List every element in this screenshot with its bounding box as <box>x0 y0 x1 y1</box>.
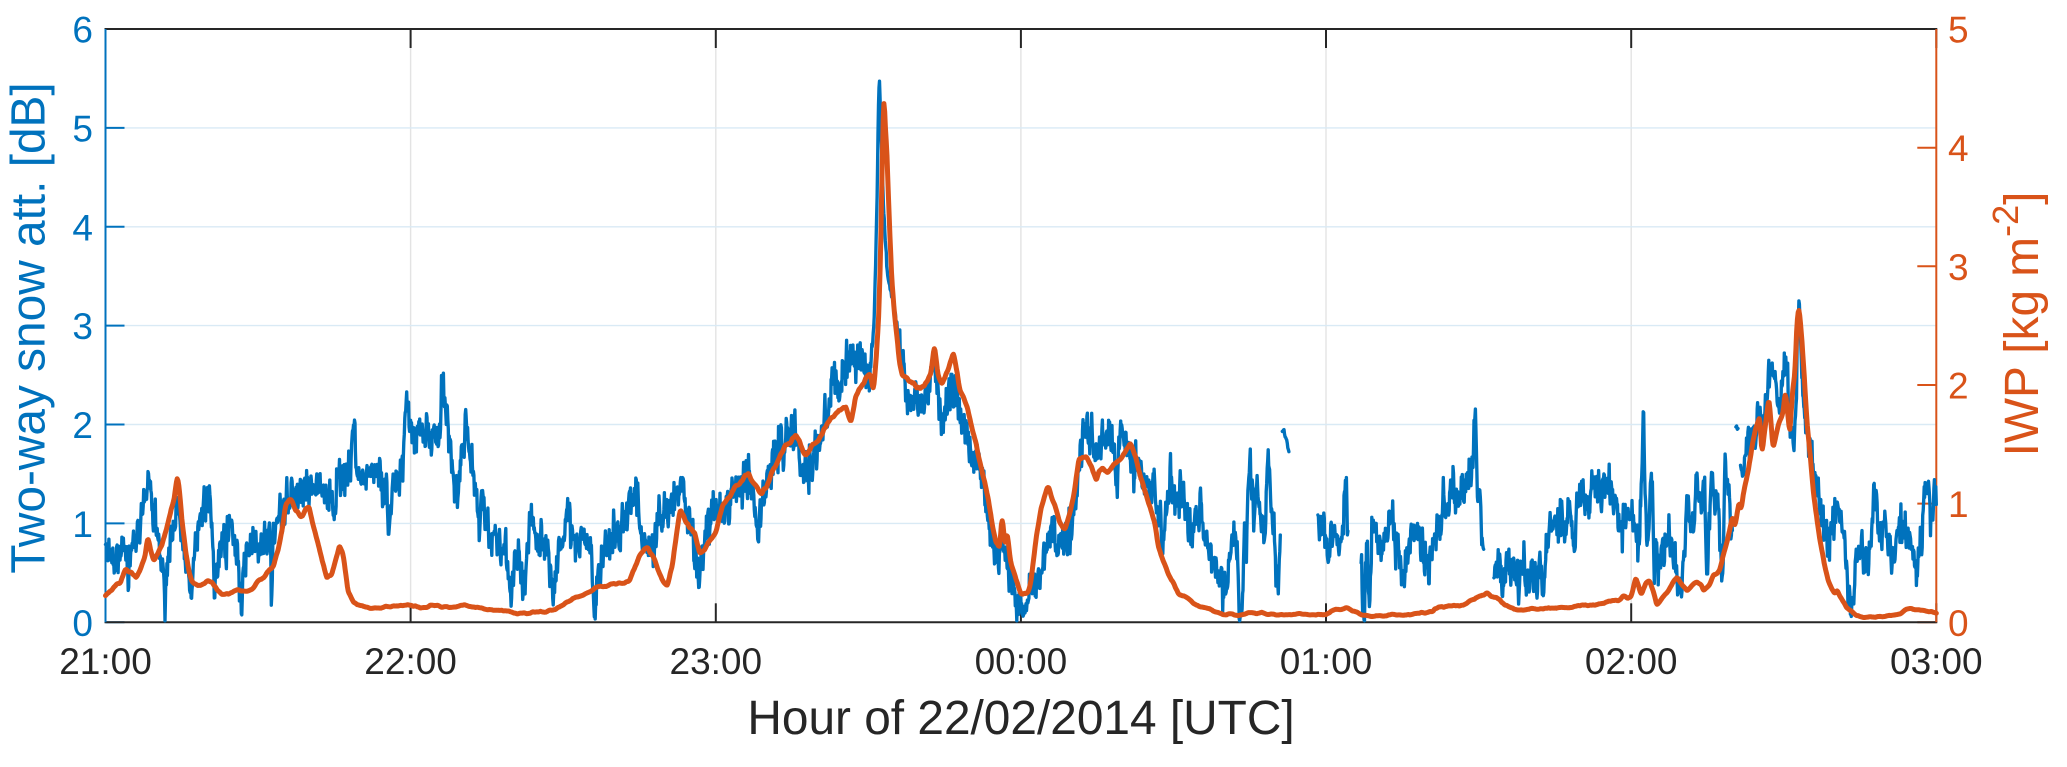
svg-text:Hour of 22/02/2014 [UTC]: Hour of 22/02/2014 [UTC] <box>747 692 1294 745</box>
svg-text:0: 0 <box>72 603 93 644</box>
svg-text:4: 4 <box>1948 128 1969 169</box>
svg-text:22:00: 22:00 <box>364 641 457 682</box>
svg-text:02:00: 02:00 <box>1585 641 1678 682</box>
svg-text:4: 4 <box>72 207 93 248</box>
svg-text:2: 2 <box>1948 366 1969 407</box>
svg-text:21:00: 21:00 <box>59 641 152 682</box>
svg-text:03:00: 03:00 <box>1890 641 1983 682</box>
svg-text:5: 5 <box>1948 10 1969 51</box>
svg-text:Two-way snow att. [dB]: Two-way snow att. [dB] <box>3 82 56 573</box>
svg-text:3: 3 <box>1948 247 1969 288</box>
svg-text:01:00: 01:00 <box>1280 641 1373 682</box>
svg-text:1: 1 <box>1948 484 1969 525</box>
svg-text:00:00: 00:00 <box>975 641 1068 682</box>
svg-text:3: 3 <box>72 306 93 347</box>
svg-text:2: 2 <box>72 405 93 446</box>
svg-text:23:00: 23:00 <box>670 641 763 682</box>
svg-text:6: 6 <box>72 10 93 51</box>
svg-text:1: 1 <box>72 504 93 545</box>
svg-text:0: 0 <box>1948 603 1969 644</box>
svg-text:5: 5 <box>72 108 93 149</box>
